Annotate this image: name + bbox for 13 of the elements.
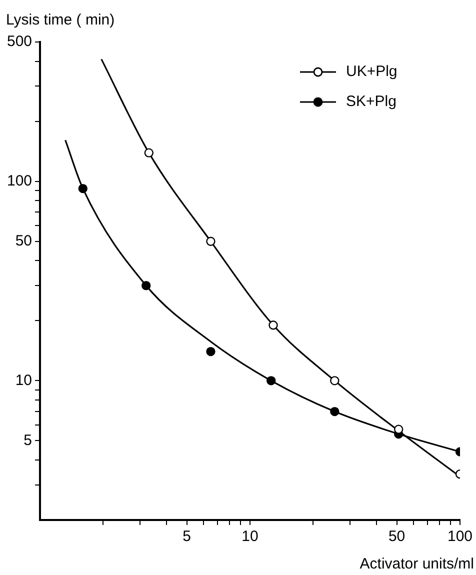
y-axis-title: Lysis time ( min) — [6, 12, 115, 29]
y-tick-label: 10 — [15, 372, 32, 389]
y-tick-label: 100 — [6, 172, 32, 190]
x-tick-label: 100 — [447, 528, 473, 546]
y-tick-label: 5 — [24, 432, 32, 449]
legend-label: UK+Plg — [346, 63, 398, 80]
x-tick-label: 5 — [182, 528, 191, 546]
x-tick-label: 10 — [242, 528, 258, 546]
x-axis-title: Activator units/ml — [360, 556, 474, 573]
y-tick-label: 50 — [15, 232, 32, 250]
x-tick-label: 50 — [388, 528, 406, 546]
legend-label: SK+Plg — [346, 93, 396, 110]
y-tick-label: 500 — [6, 33, 32, 50]
